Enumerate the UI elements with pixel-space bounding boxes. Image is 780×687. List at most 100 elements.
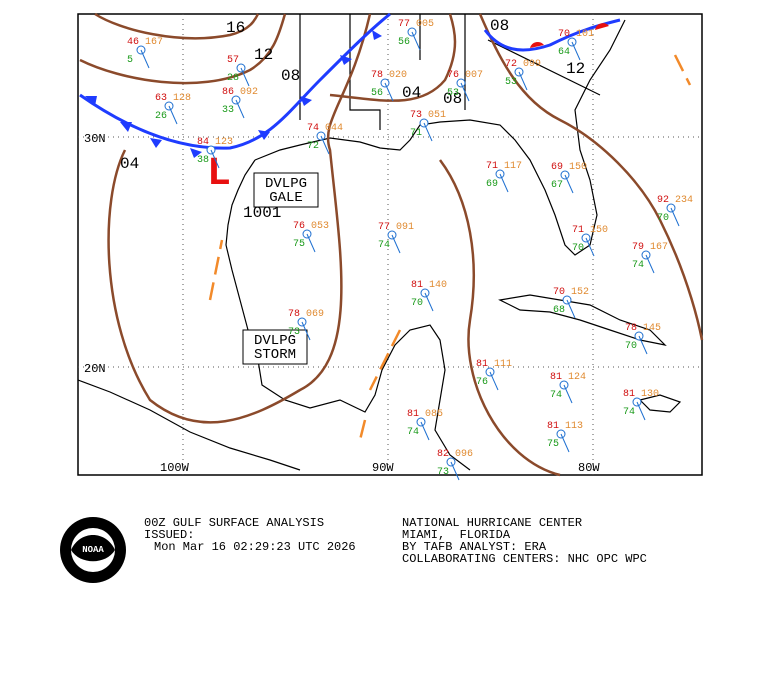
isobar (478, 13, 704, 341)
pressure: 150 (590, 225, 608, 236)
logo-text: NOAA (82, 545, 104, 555)
dewpoint: 26 (155, 111, 167, 122)
wind-barb (518, 71, 528, 91)
wind-barb (423, 122, 433, 142)
dewpoint: 70 (625, 341, 637, 352)
temperature: 81 (550, 372, 562, 383)
pressure: 069 (306, 309, 324, 320)
product: 00Z GULF SURFACE ANALYSIS (144, 516, 324, 530)
temperature: 84 (197, 137, 209, 148)
wind-barb (320, 135, 330, 155)
isobar (79, 13, 287, 85)
dewpoint: 76 (476, 377, 488, 388)
wind-barb (235, 99, 245, 119)
dewpoint: 74 (623, 407, 635, 418)
wind-barb (424, 292, 434, 312)
coastlines (77, 14, 682, 471)
fronts (79, 12, 621, 158)
pressure: 145 (643, 323, 661, 334)
isobar-label: 08 (490, 17, 509, 35)
grid (78, 14, 702, 475)
pressure: 167 (145, 37, 163, 48)
pressure: 140 (429, 280, 447, 291)
dewpoint: 33 (222, 105, 234, 116)
pressure: 128 (173, 93, 191, 104)
pressure: 092 (240, 87, 258, 98)
dewpoint: 38 (197, 155, 209, 166)
dewpoint: 5 (127, 55, 133, 66)
pressure: 124 (568, 372, 586, 383)
pressure: 051 (428, 110, 446, 121)
pressure: 099 (523, 59, 541, 70)
issued-time: Mon Mar 16 02:29:23 UTC 2026 (154, 540, 356, 554)
wind-barb (301, 321, 311, 341)
label-box (253, 172, 319, 208)
pressure: 113 (565, 421, 583, 432)
footer: 00Z GULF SURFACE ANALYSIS ISSUED: Mon Ma… (144, 516, 647, 566)
center: NATIONAL HURRICANE CENTER (402, 516, 582, 530)
wind-barb (560, 433, 570, 453)
dewpoint: 69 (486, 179, 498, 190)
temperature: 78 (371, 70, 383, 81)
isobar (94, 12, 260, 40)
dewpoint: 70 (411, 298, 423, 309)
temperature: 79 (632, 242, 644, 253)
lat-label: 20N (84, 362, 106, 376)
wind-barb (489, 371, 499, 391)
temperature: 76 (293, 221, 305, 232)
temperature: 86 (222, 87, 234, 98)
temperature: 71 (572, 225, 584, 236)
dewpoint: 53 (505, 77, 517, 88)
dewpoint: 73 (437, 467, 449, 478)
temperature: 81 (547, 421, 559, 432)
isobars (79, 12, 704, 477)
isobar (329, 13, 457, 102)
jamaica (638, 394, 682, 413)
map-frame (77, 13, 703, 476)
wind-barb (420, 421, 430, 441)
temperature: 71 (486, 161, 498, 172)
lon-label: 90W (372, 461, 394, 475)
wind-barb (391, 234, 401, 254)
dewpoint: 75 (293, 239, 305, 250)
wind-barb (384, 82, 394, 102)
wind-barb (450, 461, 460, 481)
pressure: 085 (425, 409, 443, 420)
borders (299, 14, 601, 130)
temperature: 46 (127, 37, 139, 48)
wind-barb (638, 335, 648, 355)
wind-barb (240, 67, 250, 87)
dewpoint: 68 (553, 305, 565, 316)
dewpoint: 28 (227, 73, 239, 84)
logo-bird (71, 535, 115, 562)
temperature: 57 (227, 55, 239, 66)
pressure: 117 (504, 161, 522, 172)
temperature: 72 (505, 59, 517, 70)
wind-barb (168, 105, 178, 125)
temperature: 77 (378, 222, 390, 233)
dewpoint: 56 (398, 37, 410, 48)
wind-barb (645, 254, 655, 274)
temperature: 81 (623, 389, 635, 400)
map-labels: 16 12 08 04 08 08 12 04 1001 L DVLPG GALE DVLPG STORM… (84, 17, 600, 475)
wind-barb (636, 401, 646, 421)
pressure: 044 (325, 123, 343, 134)
dewpoint: 75 (547, 439, 559, 450)
pressure: 005 (416, 19, 434, 30)
wind-barb (563, 384, 573, 404)
boxed-label: DVLPG STORM (254, 333, 296, 363)
temperature: 70 (553, 287, 565, 298)
trough (208, 54, 692, 441)
temperature: 82 (437, 449, 449, 460)
temperature: 92 (657, 195, 669, 206)
pressure: 053 (311, 221, 329, 232)
pressure: 091 (396, 222, 414, 233)
location: MIAMI, FLORIDA (402, 528, 511, 542)
dewpoint: 74 (632, 260, 644, 271)
analyst: BY TAFB ANALYST: ERA (402, 540, 547, 554)
lat-label: 30N (84, 132, 106, 146)
isobar (438, 159, 561, 477)
pressure: 150 (569, 162, 587, 173)
